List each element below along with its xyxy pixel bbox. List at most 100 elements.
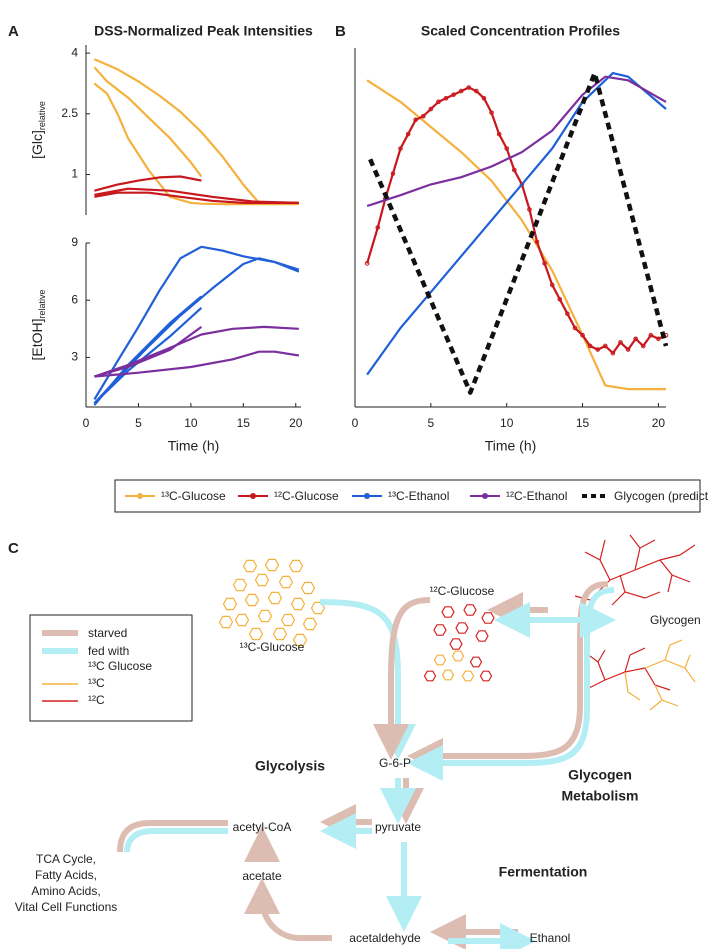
legend-label: ¹²C-Glucose bbox=[274, 489, 339, 503]
hexagon bbox=[288, 559, 304, 573]
data-point bbox=[633, 336, 638, 342]
series-line bbox=[93, 306, 203, 404]
diagram-legend-box bbox=[29, 614, 193, 722]
series-line bbox=[94, 350, 300, 378]
data-point bbox=[443, 95, 449, 101]
x-tick-label: 20 bbox=[652, 416, 666, 430]
hexagon bbox=[300, 581, 316, 595]
hexagon bbox=[222, 597, 238, 611]
panel-letter: A bbox=[8, 23, 19, 40]
hexagon bbox=[441, 669, 455, 681]
x-tick-label: 5 bbox=[135, 416, 142, 430]
data-point bbox=[511, 167, 517, 173]
chart-title: DSS-Normalized Peak Intensities bbox=[94, 23, 313, 39]
hexagon bbox=[449, 638, 463, 650]
series-line bbox=[366, 75, 667, 208]
y-axis-label-main: [EtOH] bbox=[29, 319, 45, 361]
hexagon bbox=[254, 573, 270, 587]
hexagon bbox=[272, 627, 288, 641]
hexagon bbox=[292, 633, 308, 647]
hexagon bbox=[479, 670, 493, 682]
series-line bbox=[93, 58, 299, 205]
hexagon bbox=[469, 656, 483, 668]
hexagon bbox=[264, 558, 280, 572]
legend-label: Glycogen (predicted) bbox=[614, 489, 708, 503]
hexagon bbox=[248, 627, 264, 641]
hexagon bbox=[451, 650, 465, 662]
data-point bbox=[580, 332, 585, 338]
series-line bbox=[94, 187, 299, 204]
data-point bbox=[466, 85, 472, 90]
node-label: Glycogen bbox=[650, 613, 701, 627]
legend-label: ¹³C Glucose bbox=[88, 659, 152, 673]
legend-dot bbox=[482, 493, 488, 499]
data-point bbox=[398, 146, 403, 151]
y-tick-label: 3 bbox=[71, 350, 78, 364]
data-point bbox=[618, 340, 623, 345]
series-line bbox=[366, 79, 666, 391]
y-tick-label: 2.5 bbox=[61, 106, 78, 120]
charts: A DSS-Normalized Peak Intensities 1 2.5 4 [Gl… bbox=[8, 23, 708, 513]
node-label: Vital Cell Functions bbox=[15, 900, 118, 914]
legend-label: ¹³C-Ethanol bbox=[388, 489, 449, 503]
y-tick-label: 9 bbox=[71, 235, 78, 249]
data-point bbox=[648, 332, 654, 338]
legend-label: starved bbox=[88, 626, 127, 640]
node-label: acetaldehyde bbox=[349, 931, 421, 945]
pathway-arrows bbox=[117, 581, 616, 949]
data-point bbox=[496, 131, 502, 137]
data-point bbox=[474, 88, 479, 94]
data-point bbox=[595, 347, 601, 352]
series-line bbox=[366, 86, 667, 355]
legend-dot bbox=[364, 493, 370, 499]
x-tick-label: 10 bbox=[500, 416, 514, 430]
data-point bbox=[436, 99, 441, 105]
data-point bbox=[656, 336, 661, 342]
section-label: Glycolysis bbox=[255, 758, 325, 774]
legend-label: ¹²C bbox=[88, 693, 105, 707]
y-axis-label-sub: relative bbox=[37, 101, 47, 130]
data-point bbox=[390, 171, 396, 176]
node-label: Fatty Acids, bbox=[35, 868, 97, 882]
panel-letter: B bbox=[335, 23, 346, 40]
node-label: Amino Acids, bbox=[31, 884, 100, 898]
data-point bbox=[587, 343, 593, 349]
node-label: acetyl-CoA bbox=[233, 820, 292, 834]
hexagon bbox=[481, 612, 495, 624]
legend-label: ¹²C-Ethanol bbox=[506, 489, 567, 503]
data-point bbox=[534, 239, 540, 245]
data-point bbox=[375, 225, 381, 230]
hexagon bbox=[280, 613, 296, 627]
y-tick-label: 1 bbox=[71, 167, 78, 181]
legend-box bbox=[114, 479, 701, 513]
data-point bbox=[542, 261, 547, 266]
section-label: Fermentation bbox=[499, 864, 588, 880]
hexagon bbox=[423, 670, 437, 682]
legend-label: ¹³C bbox=[88, 676, 105, 690]
glycogen-icon bbox=[584, 639, 696, 711]
node-label: Ethanol bbox=[530, 931, 571, 945]
legend-dot bbox=[250, 493, 256, 499]
data-point bbox=[458, 88, 464, 94]
data-point bbox=[527, 207, 532, 212]
y-axis-label-main: [Glc] bbox=[29, 130, 45, 159]
x-tick-label: 0 bbox=[83, 416, 90, 430]
chart-title: Scaled Concentration Profiles bbox=[421, 23, 620, 39]
hexagon bbox=[433, 624, 447, 636]
series-line bbox=[93, 245, 300, 400]
series-line bbox=[94, 175, 202, 192]
y-axis-label: [EtOH]relative bbox=[29, 289, 48, 360]
hexagon bbox=[244, 593, 260, 607]
data-point bbox=[603, 343, 608, 349]
data-point bbox=[413, 117, 418, 123]
hexagon bbox=[302, 617, 318, 631]
data-point bbox=[519, 182, 525, 187]
data-point bbox=[549, 282, 555, 288]
node-label: ¹²C-Glucose bbox=[430, 584, 495, 598]
legend-dot bbox=[137, 493, 143, 499]
hexagon bbox=[461, 670, 475, 682]
data-point bbox=[364, 261, 370, 266]
x-tick-label: 0 bbox=[352, 416, 359, 430]
hexagon bbox=[257, 609, 273, 623]
